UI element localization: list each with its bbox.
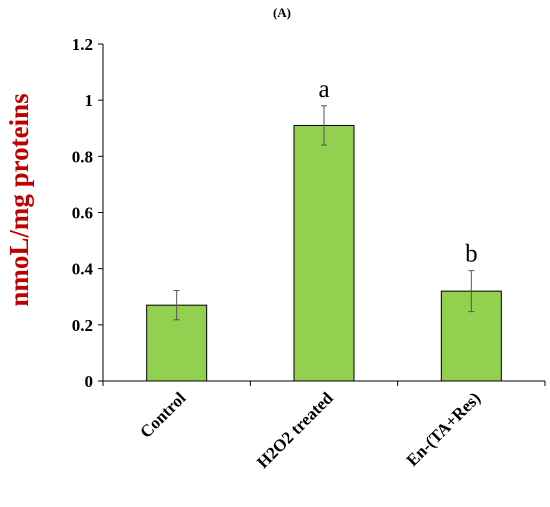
significance-label: a [318,76,329,103]
x-tick-label: H2O2 treated [253,388,337,472]
y-tick-label: 0.2 [72,316,93,335]
y-tick-label: 0.6 [72,204,93,223]
bar [293,124,355,382]
significance-label: b [465,241,478,268]
x-tick-label: En-(TA+Res) [403,388,485,470]
y-tick-label: 1 [85,91,94,110]
plot-area: 0 0.2 0.4 0.6 0.8 1 1.2 Control a H2O2 treated b En… [72,35,546,472]
y-axis-label: nmoL/mg proteins [4,93,34,306]
y-tick-label: 0.8 [72,147,93,166]
y-tick-label: 1.2 [72,35,93,54]
x-tick-label: Control [136,388,189,441]
panel-label: (A) [273,5,291,20]
y-tick-label: 0.4 [72,260,94,279]
y-tick-label: 0 [85,372,94,391]
